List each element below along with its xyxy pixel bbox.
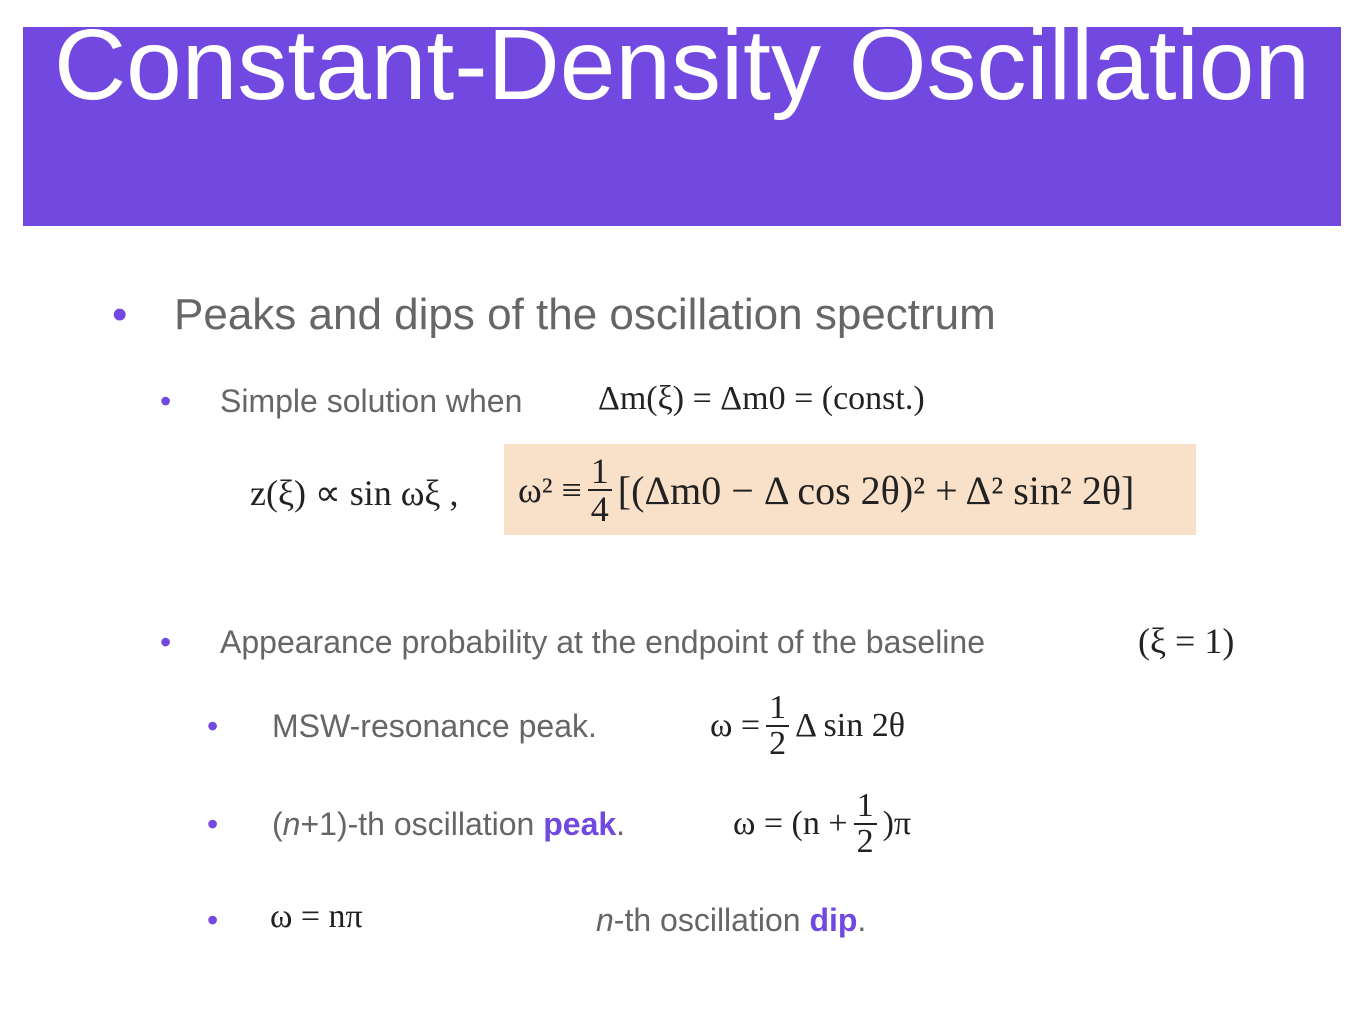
text: +1)-th oscillation <box>300 806 544 842</box>
formula-text: ω² ≡ <box>518 470 582 510</box>
text: . <box>616 806 626 842</box>
bullet: • <box>207 708 219 744</box>
denominator: 4 <box>590 489 609 529</box>
formula-text: (ξ = 1) <box>1138 621 1235 661</box>
bullet-text: (n+1)-th oscillation peak. <box>272 806 625 843</box>
text: ( <box>272 806 283 842</box>
text: . <box>857 902 867 938</box>
formula-text: )π <box>882 805 912 842</box>
formula: (ξ = 1) <box>1138 620 1234 662</box>
emphasis: dip <box>809 902 858 938</box>
bullet-text: MSW-resonance peak. <box>272 708 597 744</box>
bullet: • <box>207 806 219 842</box>
text: -th oscillation <box>613 902 810 938</box>
bullet-text: Appearance probability at the endpoint o… <box>220 624 985 660</box>
formula-text: ω = (n + <box>733 805 848 842</box>
formula-text: ω = <box>710 707 761 744</box>
bullet: • <box>160 383 172 419</box>
formula-text: Δ sin 2θ <box>795 707 906 744</box>
highlight <box>504 444 1196 535</box>
bullet-text: Peaks and dips of the oscillation spectr… <box>174 290 996 339</box>
formula-text: z(ξ) ∝ sin ωξ , <box>250 473 459 513</box>
bullet: • <box>160 624 172 660</box>
text: n <box>282 806 301 842</box>
numerator: 1 <box>587 453 612 491</box>
formula: ω = nπ <box>270 898 363 936</box>
title-band: Constant-Density Oscillation <box>23 27 1341 226</box>
formula: z(ξ) ∝ sin ωξ , <box>250 472 458 514</box>
bullet-text: Simple solution when <box>220 383 523 419</box>
emphasis: peak <box>543 806 617 842</box>
formula: Δm(ξ) = Δm0 = (const.) <box>598 380 925 418</box>
numerator: 1 <box>766 691 790 727</box>
formula-text: [(Δm0 − Δ cos 2θ)² + Δ² sin² 2θ] <box>617 467 1135 513</box>
bullet-text: n-th oscillation dip. <box>596 902 866 939</box>
bullet: • <box>207 902 219 938</box>
numerator: 1 <box>853 789 877 825</box>
bullet: • <box>112 290 128 339</box>
denominator: 2 <box>769 725 787 762</box>
text: n <box>596 902 614 938</box>
denominator: 2 <box>856 823 874 860</box>
title: Constant-Density Oscillation <box>53 27 1311 121</box>
formula-text: ω = nπ <box>270 898 363 935</box>
formula-text: Δm(ξ) = Δm0 = (const.) <box>598 380 925 417</box>
